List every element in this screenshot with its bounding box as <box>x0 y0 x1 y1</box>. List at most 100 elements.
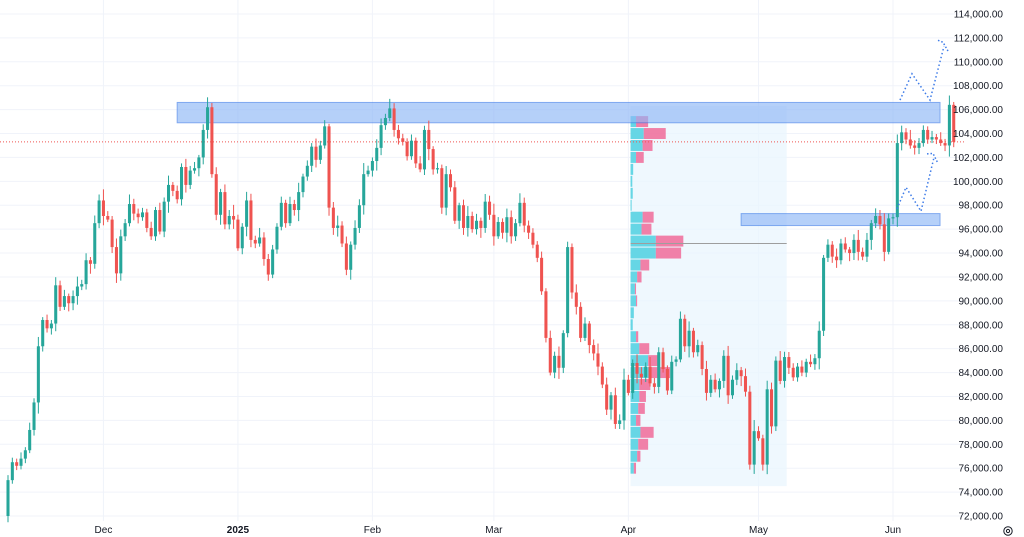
candle-body <box>587 323 591 346</box>
candle-body <box>791 367 795 378</box>
candle-body <box>735 370 739 380</box>
volume-profile-bar-sell <box>639 391 646 402</box>
candle-body <box>136 213 140 218</box>
volume-profile-bar-buy <box>630 426 641 438</box>
volume-profile-bar-sell <box>636 295 638 307</box>
candle-body <box>6 480 10 516</box>
candle-body <box>279 202 283 227</box>
candle-body <box>431 149 435 170</box>
candle-body <box>466 215 470 228</box>
candle-body <box>878 215 882 225</box>
candle-body <box>830 244 834 257</box>
candle-body <box>934 137 938 140</box>
candle-body <box>180 166 184 200</box>
candle-body <box>418 163 422 170</box>
candle-body <box>158 210 162 232</box>
candle-body <box>470 215 474 230</box>
volume-profile-bar-sell <box>634 283 637 295</box>
candle-body <box>605 384 609 410</box>
candle-body <box>631 363 635 393</box>
candle-body <box>414 140 418 164</box>
volume-profile-bar-sell <box>648 355 660 367</box>
y-tick-label: 88,000.00 <box>959 320 1004 331</box>
candle-body <box>97 200 101 224</box>
candle-body <box>245 200 249 227</box>
candle-body <box>756 431 761 439</box>
candle-body <box>804 361 808 373</box>
candle-body <box>765 389 769 465</box>
y-tick-label: 76,000.00 <box>959 464 1004 475</box>
candle-body <box>648 366 652 384</box>
volume-profile-bar-sell <box>640 259 650 271</box>
candle-body <box>88 260 92 264</box>
candle-body <box>687 330 691 347</box>
candle-body <box>865 239 869 257</box>
candle-body <box>800 366 804 373</box>
candle-body <box>145 212 149 228</box>
x-tick-label: 2025 <box>227 525 250 536</box>
volume-profile-bar-buy <box>630 223 642 235</box>
candle-body <box>904 132 908 140</box>
y-tick-label: 94,000.00 <box>959 249 1004 260</box>
candle-body <box>639 373 643 378</box>
candle-body <box>123 223 127 237</box>
candle-body <box>132 204 136 214</box>
candle-body <box>197 157 201 169</box>
candle-body <box>388 108 392 118</box>
volume-profile-bar-sell <box>633 462 637 474</box>
candle-body <box>422 129 426 170</box>
volume-profile-area <box>630 106 787 487</box>
candle-body <box>887 218 891 252</box>
candle-body <box>843 243 847 250</box>
candle-body <box>15 462 19 466</box>
candle-body <box>856 239 860 252</box>
candle-body <box>943 143 947 146</box>
candle-body <box>622 379 626 421</box>
volume-profile-bar-buy <box>630 343 640 355</box>
candle-body <box>574 292 578 307</box>
candle-body <box>822 257 826 331</box>
candle-body <box>370 161 374 171</box>
volume-profile-bar-sell <box>637 450 641 462</box>
candle-body <box>80 284 84 287</box>
settings-gear-icon[interactable] <box>1003 526 1013 536</box>
candle-body <box>566 247 570 334</box>
candle-body <box>71 296 75 304</box>
candle-body <box>331 207 335 228</box>
candle-body <box>531 232 535 245</box>
candle-body <box>926 129 930 140</box>
candle-body <box>787 357 791 368</box>
candle-body <box>665 368 669 391</box>
resistance-zone <box>176 101 941 124</box>
y-tick-label: 84,000.00 <box>959 368 1004 379</box>
candle-body <box>262 237 266 260</box>
candle-body <box>240 226 244 249</box>
volume-profile-bar-sell <box>638 402 645 414</box>
candle-body <box>540 257 544 292</box>
axes-layer: 72,000.00 74,000.00 76,000.00 78,000.00 80,0… <box>95 10 1013 536</box>
candle-body <box>149 227 153 237</box>
candle-body <box>140 212 145 218</box>
volume-profile-bar-buy <box>630 295 637 307</box>
candle-body <box>448 174 453 188</box>
candle-body <box>19 458 23 466</box>
candle-body <box>353 227 357 245</box>
candle-body <box>214 174 218 215</box>
candle-body <box>548 337 552 373</box>
candle-body <box>101 200 105 216</box>
y-tick-label: 74,000.00 <box>959 488 1004 499</box>
candle-body <box>592 345 596 354</box>
candle-body <box>813 358 817 365</box>
candle-body <box>583 323 587 338</box>
candle-body <box>752 431 756 465</box>
volume-profile-bar-buy <box>630 175 633 187</box>
candle-body <box>41 319 45 347</box>
candle-body <box>435 168 439 170</box>
candle-body <box>518 202 522 224</box>
candle-body <box>271 249 275 275</box>
y-tick-label: 72,000.00 <box>959 512 1004 523</box>
candle-body <box>869 223 873 240</box>
candle-body <box>939 139 943 144</box>
y-tick-label: 112,000.00 <box>954 33 1004 44</box>
